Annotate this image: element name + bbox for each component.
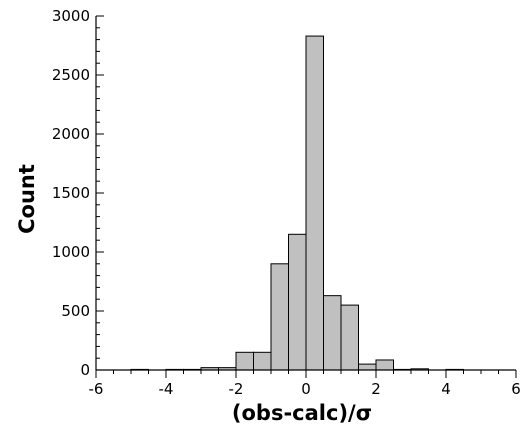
x-tick-label-2: -2 (229, 380, 244, 398)
y-tick-label-3: 1500 (52, 184, 90, 202)
y-tick-label-5: 2500 (52, 66, 90, 84)
y-tick-label-0: 0 (80, 361, 90, 379)
y-axis-title: Count (15, 164, 39, 234)
histogram-bar-5 (235, 351, 254, 371)
bars-group (130, 35, 464, 371)
x-tick-label-3: 0 (301, 380, 311, 398)
histogram-bar-11 (340, 304, 359, 371)
x-tick-label-0: -6 (89, 380, 104, 398)
histogram-bar-9 (305, 35, 324, 371)
histogram-bar-10 (323, 295, 342, 371)
histogram-bar-13 (375, 359, 394, 371)
x-tick-label-6: 6 (511, 380, 521, 398)
histogram-bar-8 (288, 233, 307, 371)
x-axis-title: (obs-calc)/σ (232, 401, 372, 425)
tick-labels-group: -6 -4 -2 0 2 4 6 0 500 1000 1500 2000 2500 3000 (52, 7, 521, 398)
ticks-group (95, 15, 517, 378)
y-tick-label-4: 2000 (52, 125, 90, 143)
y-tick-label-1: 500 (61, 302, 90, 320)
x-tick-label-4: 2 (371, 380, 381, 398)
x-tick-label-1: -4 (159, 380, 174, 398)
histogram-bar-7 (270, 263, 289, 371)
x-tick-label-5: 4 (441, 380, 451, 398)
y-tick-label-2: 1000 (52, 243, 90, 261)
y-tick-label-6: 3000 (52, 7, 90, 25)
histogram-bar-6 (253, 351, 272, 371)
histogram-bar-12 (358, 363, 377, 371)
